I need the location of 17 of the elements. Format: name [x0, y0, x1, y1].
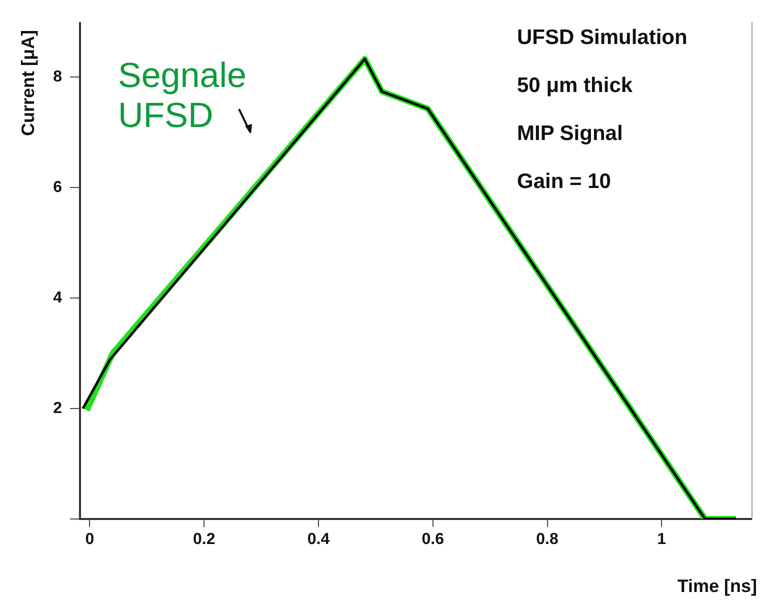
- annotation: UFSD Simulation: [517, 26, 688, 50]
- series-label: Segnale UFSD: [118, 56, 248, 136]
- x-axis-title: Time [ns]: [677, 576, 757, 597]
- x-tick-label: 0.2: [192, 531, 216, 548]
- y-axis-title: Current [μA]: [18, 30, 39, 136]
- y-tick-label: 6: [53, 179, 62, 196]
- x-tick-label: 1: [657, 531, 666, 548]
- y-tick-label: 8: [53, 68, 62, 86]
- annotation: Gain = 10: [517, 170, 611, 194]
- x-tick-label: 0.8: [536, 531, 558, 548]
- y-tick-label: 4: [53, 290, 62, 307]
- y-tick-label: 2: [53, 400, 62, 417]
- x-tick-label: 0.6: [422, 531, 444, 548]
- annotation: 50 μm thick: [517, 74, 633, 98]
- x-tick-label: 0: [85, 531, 94, 548]
- annotation: MIP Signal: [517, 122, 623, 146]
- x-tick-label: 0.4: [307, 531, 330, 548]
